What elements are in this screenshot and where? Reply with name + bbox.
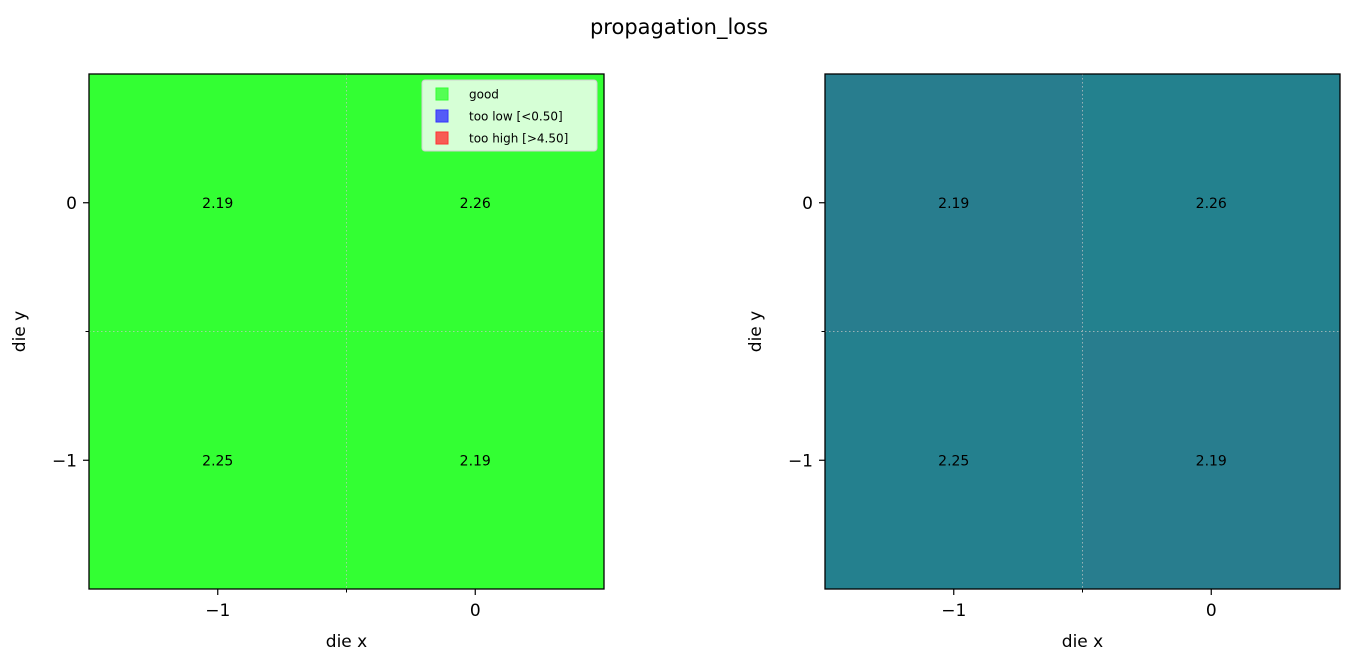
x-tick-label: 0 (470, 601, 481, 621)
legend-swatch (435, 87, 449, 101)
cell-value-label: 2.19 (202, 196, 233, 212)
x-tick-label: −1 (205, 601, 230, 621)
cell-value-label: 2.19 (1196, 453, 1227, 469)
cell-value-label: 2.25 (202, 453, 233, 469)
heatmap-panel-1: 2.19 2.26 2.25 2.19 −1 0 0 −1 die x die y good too … (10, 73, 605, 652)
axes-frame (88, 73, 605, 590)
y-tick-label: 0 (802, 194, 813, 214)
legend-entry-label: good (469, 88, 499, 102)
axes-frame (824, 73, 1341, 590)
y-tick-label: −1 (788, 451, 813, 471)
heatmap-cell (825, 331, 1083, 589)
cell-value-label: 2.26 (1196, 196, 1227, 212)
cell-value-label: 2.25 (938, 453, 969, 469)
legend-entry-label: too low [<0.50] (469, 110, 563, 124)
cell-value-label: 2.26 (460, 196, 491, 212)
y-tick-label: −1 (52, 451, 77, 471)
y-tick-label: 0 (66, 194, 77, 214)
legend: good too low [<0.50] too high [>4.50] (421, 79, 598, 152)
y-axis-label: die y (746, 311, 766, 352)
cell-value-label: 2.19 (938, 196, 969, 212)
heatmap-cell (1082, 331, 1340, 589)
x-tick-label: 0 (1206, 601, 1217, 621)
heatmap-cell (346, 331, 604, 589)
heatmap-panel-2: 2.19 2.26 2.25 2.19 −1 0 0 −1 die x die y (746, 73, 1341, 652)
legend-entry-label: too high [>4.50] (469, 132, 568, 146)
heatmap-cell (89, 74, 347, 332)
heatmap-cell (1082, 74, 1340, 332)
legend-swatch (435, 131, 449, 145)
x-axis-label: die x (326, 632, 367, 652)
x-tick-label: −1 (941, 601, 966, 621)
x-axis-label: die x (1062, 632, 1103, 652)
figure-title: propagation_loss (590, 15, 768, 40)
legend-swatch (435, 109, 449, 123)
cell-value-label: 2.19 (460, 453, 491, 469)
heatmap-cell (825, 74, 1083, 332)
heatmap-cell (89, 331, 347, 589)
legend-box (421, 79, 598, 152)
y-axis-label: die y (10, 311, 30, 352)
